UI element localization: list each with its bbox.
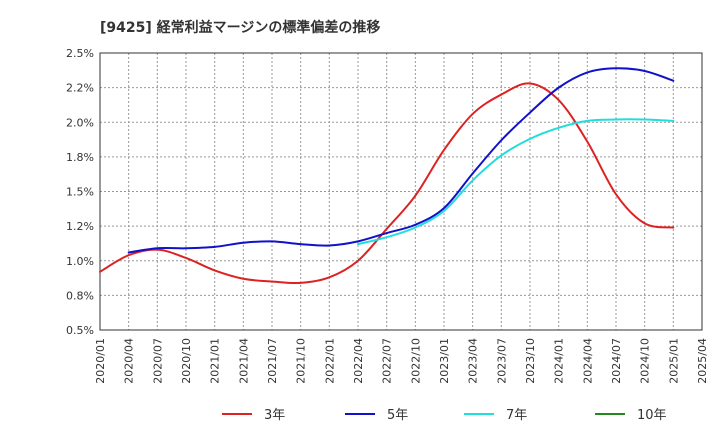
x-tick-label: 2020/07 [151, 338, 164, 384]
series-line-2 [127, 67, 675, 254]
series-layer [99, 67, 675, 285]
y-tick-label: 0.5% [66, 324, 94, 337]
x-tick-label: 2021/07 [266, 338, 279, 384]
grid-layer [100, 53, 702, 330]
legend: 3年 5年 7年 10年 [222, 408, 667, 423]
x-tick-label: 2020/04 [123, 338, 136, 384]
y-tick-label: 1.8% [66, 151, 94, 164]
x-tick-label: 2024/04 [581, 338, 594, 384]
x-tick-label: 2020/01 [94, 338, 107, 384]
x-tick-label: 2023/04 [467, 338, 480, 384]
x-tick-label: 2021/01 [209, 338, 222, 384]
legend-label-4: 10年 [637, 408, 667, 423]
x-tick-label: 2021/10 [295, 338, 308, 384]
x-tick-label: 2021/04 [237, 338, 250, 384]
x-tick-label: 2022/04 [352, 338, 365, 384]
x-tick-label: 2024/07 [610, 338, 623, 384]
x-tick-label: 2022/01 [323, 338, 336, 384]
x-tick-label: 2023/07 [495, 338, 508, 384]
x-axis-ticks: 2020/01 2020/04 2020/07 2020/10 2021/01 2021/… [94, 338, 709, 384]
y-tick-label: 1.0% [66, 255, 94, 268]
x-tick-label: 2025/04 [696, 338, 709, 384]
y-tick-label: 2.2% [66, 82, 94, 95]
chart-title: [9425] 経常利益マージンの標準偏差の推移 [100, 19, 380, 36]
y-tick-label: 2.0% [66, 116, 94, 129]
x-tick-label: 2023/10 [524, 338, 537, 384]
y-tick-label: 2.5% [66, 47, 94, 60]
legend-label-2: 5年 [387, 408, 408, 423]
x-tick-label: 2025/01 [667, 338, 680, 384]
y-tick-label: 0.8% [66, 289, 94, 302]
y-axis-ticks: 0.5% 0.8% 1.0% 1.2% 1.5% 1.8% 2.0% 2.2% 2.5% [66, 47, 94, 337]
x-tick-label: 2022/10 [409, 338, 422, 384]
x-tick-label: 2023/01 [438, 338, 451, 384]
x-tick-label: 2022/07 [381, 338, 394, 384]
y-tick-label: 1.2% [66, 220, 94, 233]
x-tick-label: 2024/01 [553, 338, 566, 384]
plot-frame [99, 52, 703, 331]
y-tick-label: 1.5% [66, 186, 94, 199]
legend-label-1: 3年 [264, 408, 285, 423]
series-line-3 [357, 118, 675, 246]
x-tick-label: 2020/10 [180, 338, 193, 384]
legend-label-3: 7年 [506, 408, 527, 423]
x-tick-label: 2024/10 [639, 338, 652, 384]
series-line-1 [99, 82, 675, 285]
